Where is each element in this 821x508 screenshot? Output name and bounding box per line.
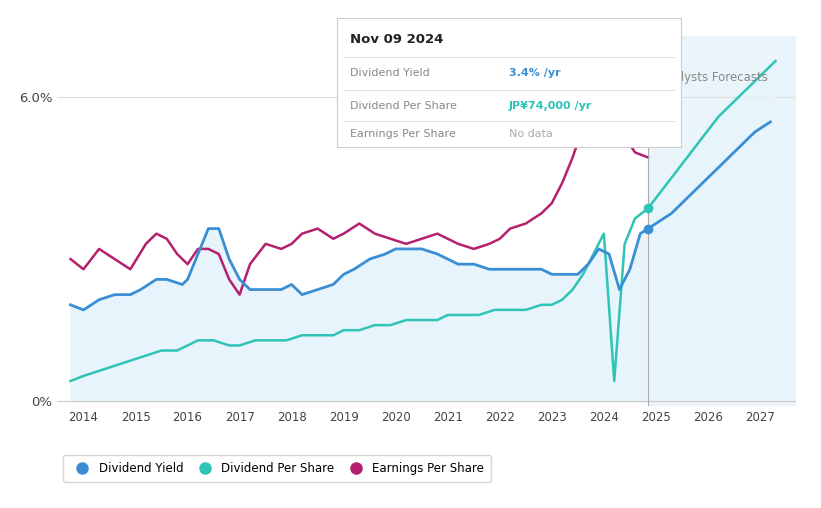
Text: Dividend Yield: Dividend Yield [351, 69, 430, 78]
Text: Analysts Forecasts: Analysts Forecasts [658, 71, 768, 84]
Text: Dividend Per Share: Dividend Per Share [351, 101, 457, 111]
Legend: Dividend Yield, Dividend Per Share, Earnings Per Share: Dividend Yield, Dividend Per Share, Earn… [63, 455, 491, 482]
Text: No data: No data [509, 130, 553, 139]
Text: JP¥74,000 /yr: JP¥74,000 /yr [509, 101, 593, 111]
Text: 3.4% /yr: 3.4% /yr [509, 69, 561, 78]
Text: Past: Past [609, 71, 638, 84]
Bar [648, 36, 796, 406]
Text: Earnings Per Share: Earnings Per Share [351, 130, 456, 139]
Text: Nov 09 2024: Nov 09 2024 [351, 34, 444, 46]
